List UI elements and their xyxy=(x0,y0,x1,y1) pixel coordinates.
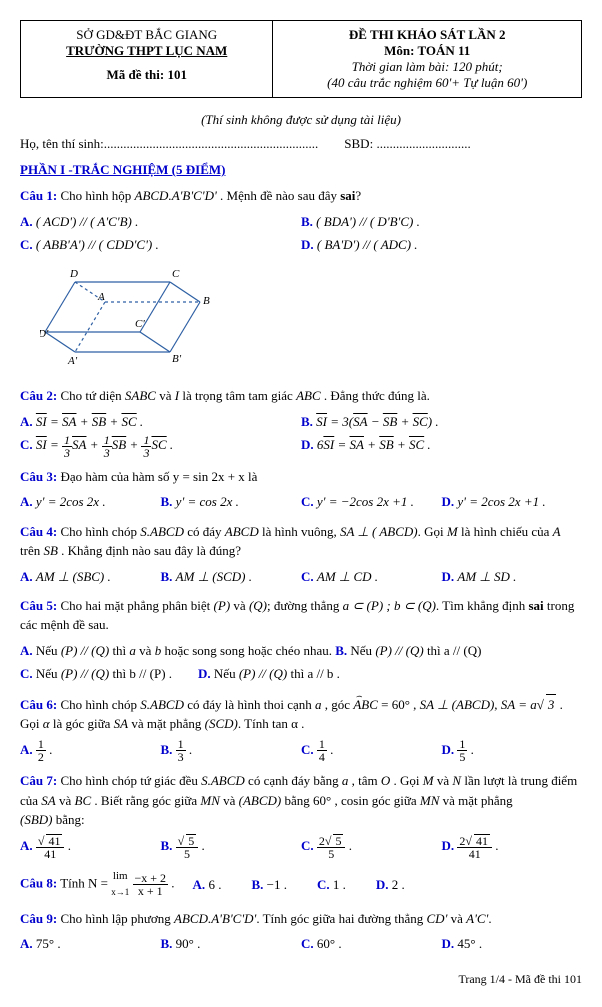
exam-note: (40 câu trắc nghiệm 60'+ Tự luận 60') xyxy=(283,75,571,91)
question-7: Câu 7: Cho hình chóp tứ giác đều S.ABCD … xyxy=(20,771,582,830)
question-9: Câu 9: Cho hình lập phương ABCD.A'B'C'D'… xyxy=(20,909,582,929)
section-title: PHẦN I -TRẮC NGHIỆM (5 ĐIỂM) xyxy=(20,162,582,178)
fill-line: Họ, tên thí sinh:.......................… xyxy=(20,136,582,152)
question-8: Câu 8: Tính N = limx→1 −x + 2x + 1 . A. … xyxy=(20,868,582,901)
question-1: Câu 1: Cho hình hộp ABCD.A'B'C'D' . Mệnh… xyxy=(20,186,582,206)
q9-options: A. 75° . B. 90° . C. 60° . D. 45° . xyxy=(20,932,582,955)
instruction: (Thí sinh không được sử dụng tài liệu) xyxy=(20,112,582,128)
question-6: Câu 6: Cho hình chóp S.ABCD có đáy là hì… xyxy=(20,694,582,734)
school-line: TRƯỜNG THPT LỤC NAM xyxy=(31,43,262,59)
svg-text:B': B' xyxy=(172,353,182,365)
svg-text:A: A xyxy=(97,291,105,303)
svg-text:C: C xyxy=(172,268,180,280)
svg-text:C': C' xyxy=(135,318,145,330)
svg-text:A': A' xyxy=(67,355,78,367)
header-table: SỞ GD&ĐT BẮC GIANG TRƯỜNG THPT LỤC NAM M… xyxy=(20,20,582,98)
exam-title: ĐỀ THI KHẢO SÁT LẦN 2 xyxy=(283,27,571,43)
svg-text:B: B xyxy=(203,295,210,307)
q2-options: A. SI = SA + SB + SC . B. SI = 3(SA − SB… xyxy=(20,410,582,459)
name-label: Họ, tên thí sinh: xyxy=(20,136,104,151)
q1-num: Câu 1: xyxy=(20,188,57,203)
exam-code: Mã đề thi: 101 xyxy=(31,67,262,83)
svg-text:D': D' xyxy=(40,328,49,340)
question-3: Câu 3: Đạo hàm của hàm số y = sin 2x + x… xyxy=(20,467,582,487)
page-footer: Trang 1/4 - Mã đề thi 101 xyxy=(20,972,582,987)
box-diagram: D C B A D' C' B' A' xyxy=(40,262,582,376)
question-5: Câu 5: Cho hai mặt phẳng phân biệt (P) v… xyxy=(20,596,582,635)
question-2: Câu 2: Cho tứ diện SABC và I là trọng tâ… xyxy=(20,386,582,406)
q6-options: A. 12 . B. 13 . C. 14 . D. 15 . xyxy=(20,738,582,764)
org-line: SỞ GD&ĐT BẮC GIANG xyxy=(31,27,262,43)
svg-text:D: D xyxy=(69,268,78,280)
q1-options: A. ( ACD') // ( A'C'B) . B. ( BDA') // (… xyxy=(20,210,582,257)
q5-options: A. Nếu (P) // (Q) thì a và b hoặc song s… xyxy=(20,639,582,686)
question-4: Câu 4: Cho hình chóp S.ABCD có đáy ABCD … xyxy=(20,522,582,561)
q3-options: A. y' = 2cos 2x . B. y' = cos 2x . C. y'… xyxy=(20,490,582,513)
sbd-label: SBD: xyxy=(344,136,373,151)
q4-options: A. AM ⊥ (SBC) . B. AM ⊥ (SCD) . C. AM ⊥ … xyxy=(20,565,582,588)
exam-subject: Môn: TOÁN 11 xyxy=(283,43,571,59)
exam-time: Thời gian làm bài: 120 phút; xyxy=(283,59,571,75)
